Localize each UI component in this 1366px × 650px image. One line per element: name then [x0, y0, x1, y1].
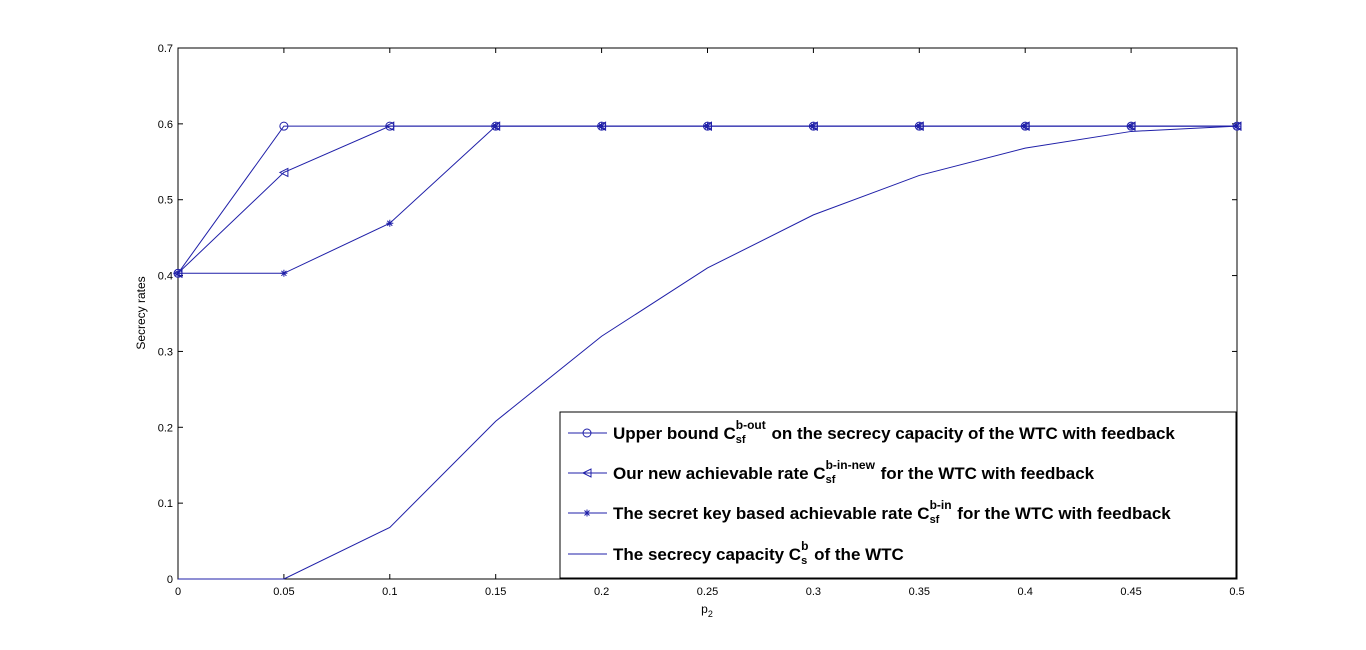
legend-marker: [583, 509, 591, 517]
y-tick-label: 0.3: [158, 346, 173, 358]
x-tick-label: 0.05: [273, 586, 294, 598]
y-tick-label: 0: [167, 574, 173, 586]
y-tick-label: 0.2: [158, 422, 173, 434]
data-point: [598, 122, 606, 130]
data-point: [174, 269, 182, 277]
x-tick-label: 0.5: [1229, 586, 1244, 598]
data-point: [384, 121, 395, 131]
y-tick-label: 0.5: [158, 195, 173, 207]
data-point: [279, 121, 289, 131]
legend-entry-0: Upper bound Cb-out sf on the secrecy capa…: [568, 418, 1175, 446]
x-tick-label: 0: [175, 586, 181, 598]
x-tick-label: 0.35: [909, 586, 930, 598]
x-tick-label: 0.3: [806, 586, 821, 598]
data-point: [278, 167, 289, 178]
series-2: [174, 122, 1241, 277]
series-layer: [172, 121, 1242, 580]
axis-ticks: 0 0.05 0.1 0.15 0.2 0.25 0.3 0.35 0.4 0.45 0.5 0 0.1…: [158, 43, 1245, 598]
data-point: [1127, 122, 1135, 130]
y-tick-label: 0.1: [158, 498, 173, 510]
y-tick-label: 0.6: [158, 119, 173, 131]
series-3: [178, 125, 1238, 580]
series-line: [178, 125, 1238, 580]
data-point: [1021, 122, 1029, 130]
legend-label: The secret key based achievable rate Cb-…: [613, 498, 1171, 526]
data-point: [280, 269, 288, 277]
legend-box: [559, 411, 1237, 579]
x-axis-label: p2: [701, 602, 713, 619]
legend-entry-2: The secret key based achievable rate Cb-…: [568, 498, 1171, 526]
x-tick-label: 0.15: [485, 586, 506, 598]
x-tick-label: 0.25: [697, 586, 718, 598]
legend-entry-3: The secrecy capacity Cb s of the WTC: [568, 539, 904, 567]
legend-label: The secrecy capacity Cb s of the WTC: [613, 539, 904, 567]
data-point: [915, 122, 923, 130]
y-tick-label: 0.4: [158, 271, 173, 283]
legend-marker: [582, 428, 592, 438]
legend-marker: [581, 468, 592, 478]
data-point: [386, 219, 394, 227]
x-tick-label: 0.1: [382, 586, 397, 598]
data-point: [809, 122, 817, 130]
data-point: [492, 122, 500, 130]
x-tick-label: 0.4: [1018, 586, 1033, 598]
legend: Upper bound Cb-out sf on the secrecy capa…: [559, 411, 1237, 579]
y-axis-label: Secrecy rates: [134, 276, 148, 349]
legend-label: Our new achievable rate Cb-in-new sf for …: [613, 458, 1095, 486]
data-point: [704, 122, 711, 130]
x-tick-label: 0.45: [1120, 586, 1141, 598]
y-tick-label: 0.7: [158, 43, 173, 55]
legend-entry-1: Our new achievable rate Cb-in-new sf for …: [568, 458, 1095, 486]
legend-label: Upper bound Cb-out sf on the secrecy capa…: [613, 418, 1175, 446]
x-tick-label: 0.2: [594, 586, 609, 598]
